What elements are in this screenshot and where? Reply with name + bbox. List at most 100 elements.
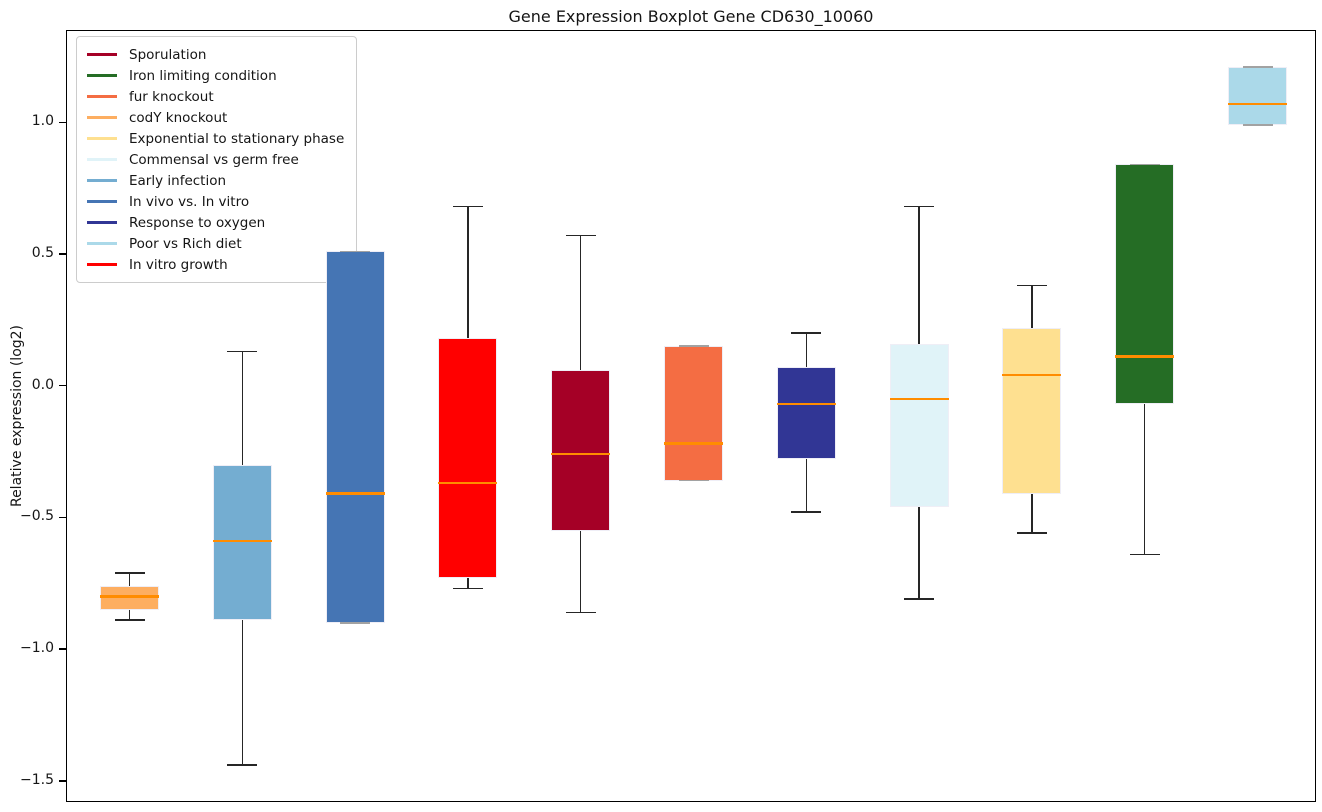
legend-label: In vitro growth [129,256,228,273]
boxplot-box [551,369,611,531]
y-tick-label: −0.5 [20,508,54,525]
legend-label: Response to oxygen [129,214,266,231]
legend-item: Iron limiting condition [87,65,344,86]
legend-swatch-line [87,53,117,56]
whisker-lower [918,506,920,600]
whisker-cap-upper [227,350,258,353]
legend-swatch-line [87,158,117,161]
whisker-cap-upper [1129,163,1160,166]
y-tick-label: −1.0 [20,640,54,657]
whisker-cap-upper [1016,284,1047,287]
legend-item: codY knockout [87,107,344,128]
boxplot-median [100,595,159,598]
boxplot-median [551,452,611,456]
boxplot-median [1002,373,1062,377]
whisker-upper [805,333,808,368]
legend-item: Commensal vs germ free [87,149,344,170]
legend-label: Poor vs Rich diet [129,235,242,252]
legend-swatch-line [87,263,117,266]
whisker-cap-upper [114,572,145,574]
legend-swatch-line [87,116,117,119]
legend-label: Iron limiting condition [129,67,277,84]
whisker-lower [128,609,131,621]
whisker-upper [1031,285,1033,328]
legend-swatch-line [87,95,117,98]
y-tick-mark [59,121,66,123]
whisker-lower [467,578,469,589]
legend-swatch-line [87,200,117,203]
whisker-cap-lower [565,611,596,614]
boxplot-median [776,402,836,406]
legend-label: In vivo vs. In vitro [129,193,250,210]
legend-label: Commensal vs germ free [129,151,299,168]
whisker-cap-upper [452,205,483,208]
legend-label: Exponential to stationary phase [129,130,345,147]
whisker-cap-lower [678,479,709,482]
y-tick-mark [59,384,66,387]
y-tick-label: 0.0 [31,376,54,393]
boxplot-median [664,442,723,445]
boxplot-box [1002,327,1062,494]
y-tick-label: 0.5 [31,244,54,261]
legend-item: Response to oxygen [87,212,344,233]
y-tick-mark [59,648,66,650]
y-tick-mark [59,253,66,255]
whisker-cap-lower [340,622,371,624]
whisker-cap-upper [565,234,596,237]
legend-item: In vivo vs. In vitro [87,191,344,212]
y-tick-label: 1.0 [31,113,54,130]
legend-swatch-line [87,74,117,77]
legend-item: Poor vs Rich diet [87,233,344,254]
legend-item: Early infection [87,170,344,191]
boxplot-box [1228,66,1287,125]
boxplot-box [438,338,498,579]
legend-swatch-line [87,242,117,245]
whisker-upper [128,572,131,586]
boxplot-median [889,397,949,401]
boxplot-median [212,539,272,543]
legend-swatch-line [87,221,117,224]
boxplot-median [325,492,385,495]
boxplot-median [438,481,498,485]
whisker-cap-upper [340,250,371,253]
whisker-upper [579,235,582,370]
boxplot-box [212,464,272,621]
whisker-lower [1031,493,1033,534]
legend-item: Exponential to stationary phase [87,128,344,149]
legend-label: Sporulation [129,46,207,63]
whisker-upper [467,206,469,339]
whisker-cap-lower [114,619,145,621]
whisker-cap-upper [791,332,822,334]
y-axis-label: Relative expression (log2) [9,324,25,508]
legend-item: fur knockout [87,86,344,107]
whisker-cap-lower [452,587,483,590]
boxplot-box [1115,164,1175,405]
whisker-cap-lower [1129,553,1160,556]
boxplot-box [889,343,949,507]
legend-item: Sporulation [87,44,344,65]
y-tick-mark [59,516,66,519]
whisker-cap-lower [1242,124,1273,126]
whisker-cap-lower [1016,532,1047,534]
whisker-lower [579,530,582,613]
whisker-cap-upper [1242,66,1273,68]
whisker-cap-lower [227,764,258,766]
legend: Sporulation Iron limiting condition fur kn… [76,36,358,283]
boxplot-box [664,346,723,481]
whisker-lower [241,620,244,766]
legend-item: In vitro growth [87,254,344,275]
boxplot-box [325,251,385,623]
whisker-lower [805,459,808,513]
legend-label: fur knockout [129,88,214,105]
whisker-cap-upper [678,345,709,347]
whisker-cap-lower [904,598,935,600]
boxplot-box [100,585,159,610]
legend-label: Early infection [129,172,227,189]
boxplot-median [1115,355,1175,358]
boxplot-median [1228,102,1287,106]
legend-swatch-line [87,137,117,140]
y-tick-label: −1.5 [20,771,54,788]
whisker-upper [241,351,244,465]
boxplot-box [776,367,836,460]
